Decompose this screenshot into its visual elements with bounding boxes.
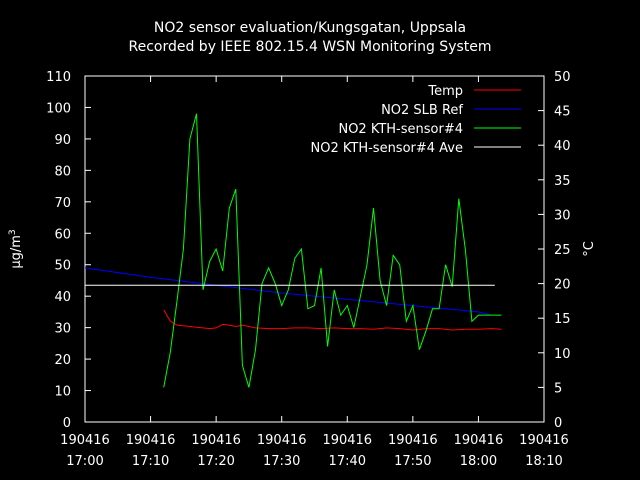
legend-label-no2-kth-sensor-4-ave: NO2 KTH-sensor#4 Ave xyxy=(311,141,463,156)
y-axis-left-label: µg/m3 xyxy=(8,229,24,268)
legend: Temp NO2 SLB Ref NO2 KTH-sensor#4 NO2 KTH-s… xyxy=(311,84,521,156)
series-layer xyxy=(84,113,502,388)
series-line-temp xyxy=(163,309,502,331)
x-tick-label-time: 17:40 xyxy=(329,454,366,469)
y-right-tick-label: 15 xyxy=(554,312,571,327)
x-tick-label-date: 190416 xyxy=(257,433,307,448)
y-left-tick-label: 100 xyxy=(46,101,71,116)
x-tick-label-time: 18:00 xyxy=(460,454,497,469)
y-left-tick-label: 90 xyxy=(54,133,71,148)
y-axis-right-label: °C xyxy=(582,241,597,257)
y-left-tick-label: 10 xyxy=(54,385,71,400)
y-right-tick-label: 20 xyxy=(554,278,571,293)
x-tick-label-date: 190416 xyxy=(388,433,438,448)
x-tick-label-date: 190416 xyxy=(454,433,504,448)
y-axis-left-label-text: µg/m xyxy=(9,235,24,269)
y-left-tick-label: 40 xyxy=(54,290,71,305)
legend-label-no2-kth-sensor-4: NO2 KTH-sensor#4 xyxy=(338,122,463,137)
x-tick-label-date: 190416 xyxy=(60,433,110,448)
y-axis-left-ticks: 0 10 20 30 40 50 60 70 80 90 100 110 xyxy=(46,70,91,431)
legend-label-no2-slb-ref: NO2 SLB Ref xyxy=(381,103,463,118)
chart-title: NO2 sensor evaluation/Kungsgatan, Uppsal… xyxy=(154,20,466,36)
y-left-tick-label: 20 xyxy=(54,353,71,368)
y-right-tick-label: 50 xyxy=(554,70,571,85)
y-left-tick-label: 50 xyxy=(54,259,71,274)
y-right-tick-label: 40 xyxy=(554,139,571,154)
x-tick-label-time: 18:10 xyxy=(525,454,562,469)
legend-label-temp: Temp xyxy=(427,84,463,99)
x-tick-label-time: 17:30 xyxy=(263,454,300,469)
x-tick-label-date: 190416 xyxy=(519,433,569,448)
y-right-tick-label: 10 xyxy=(554,347,571,362)
y-axis-left-label-superscript: 3 xyxy=(8,229,18,235)
y-left-tick-label: 70 xyxy=(54,196,71,211)
series-line-no2-slb-ref xyxy=(84,267,492,316)
x-tick-label-time: 17:10 xyxy=(132,454,169,469)
x-tick-label-date: 190416 xyxy=(126,433,176,448)
y-left-tick-label: 30 xyxy=(54,322,71,337)
y-left-tick-label: 80 xyxy=(54,164,71,179)
x-axis-ticks: 190416 17:00 190416 17:10 190416 17:20 190416 1… xyxy=(60,76,569,469)
y-right-tick-label: 25 xyxy=(554,243,571,258)
y-right-tick-label: 5 xyxy=(554,381,562,396)
x-tick-label-time: 17:00 xyxy=(66,454,103,469)
y-left-tick-label: 60 xyxy=(54,227,71,242)
chart-subtitle: Recorded by IEEE 802.15.4 WSN Monitoring… xyxy=(128,39,491,55)
x-tick-label-time: 17:50 xyxy=(394,454,431,469)
y-axis-right-ticks: 0 5 10 15 20 25 30 35 40 45 50 xyxy=(538,70,571,431)
y-right-tick-label: 35 xyxy=(554,174,571,189)
y-right-tick-label: 45 xyxy=(554,105,571,120)
y-left-tick-label: 0 xyxy=(63,416,71,431)
series-line-no2-kth-sensor-4 xyxy=(163,113,502,388)
x-tick-label-time: 17:20 xyxy=(197,454,234,469)
y-right-tick-label: 0 xyxy=(554,416,562,431)
x-tick-label-date: 190416 xyxy=(191,433,241,448)
y-left-tick-label: 110 xyxy=(46,70,71,85)
y-right-tick-label: 30 xyxy=(554,208,571,223)
x-tick-label-date: 190416 xyxy=(322,433,372,448)
